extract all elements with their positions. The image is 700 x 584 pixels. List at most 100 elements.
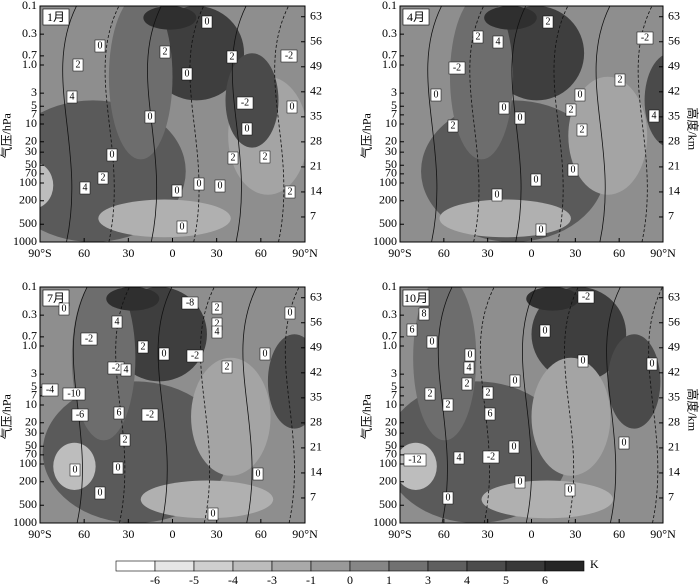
contour-label: 4 (215, 326, 220, 337)
contour-label: 2 (486, 387, 491, 398)
contour-label: 0 (513, 375, 518, 386)
contour-label: 2 (580, 124, 585, 135)
shading (40, 6, 305, 242)
contour-label-box (453, 451, 465, 465)
contour-label: 2 (263, 151, 268, 162)
contour-label: -2 (241, 97, 249, 108)
panel: 90°S 60 30 0 30 60 90°N0.10.30.71.035710203050… (0, 279, 322, 541)
contour-label-box (97, 171, 109, 185)
y-tick-label: 70 (385, 447, 397, 461)
contour-label: 2 (288, 186, 293, 197)
contour-label: 4 (652, 110, 657, 121)
shaded-region (98, 199, 231, 238)
y-tick-label: 10 (25, 116, 37, 130)
contour-label: 0 (518, 112, 523, 123)
y-tick-label: 1.0 (22, 338, 37, 352)
contour-label: 0 (571, 164, 576, 175)
shaded-region (484, 6, 537, 30)
contour-label-box (576, 123, 588, 137)
contour-label: 0 (98, 487, 103, 498)
contour-label-box (120, 363, 132, 377)
colorbar-swatch (193, 560, 234, 572)
contour-label-box (259, 150, 271, 164)
x-tick-label: 30 (211, 527, 223, 541)
contour-label-box (508, 440, 520, 454)
colorbar-swatch (427, 560, 468, 572)
colorbar-label: 3 (425, 573, 431, 584)
y2-tick-label: 14 (310, 465, 322, 479)
contour-label: 0 (256, 468, 261, 479)
contour-label: 0 (62, 303, 67, 314)
contour-label: 0 (162, 348, 167, 359)
contour-label: -2 (146, 409, 154, 420)
contour-label: 2 (546, 16, 551, 27)
shaded-region (143, 6, 197, 30)
y-tick-label: 20 (25, 415, 37, 429)
contour-label: 0 (434, 89, 439, 100)
contour-label-box (252, 467, 264, 481)
contour-label-box (214, 179, 226, 193)
contour-label-box (514, 111, 526, 125)
y-tick-label: 30 (385, 144, 397, 158)
y2-tick-label: 49 (668, 340, 680, 354)
y-tick-label: 0.1 (382, 0, 397, 12)
y-tick-label: 0.1 (22, 279, 37, 293)
contour-label: 0 (512, 441, 517, 452)
contour-label: 4 (467, 362, 472, 373)
contour-label: 2 (225, 361, 230, 372)
contour-label-box (111, 315, 123, 329)
contour-label: 0 (263, 348, 268, 359)
contour-label-box (284, 185, 296, 199)
x-tick-label: 30 (569, 246, 581, 260)
y-tick-label: 70 (385, 166, 397, 180)
y-tick-label: 1000 (373, 515, 397, 529)
contour-label: -4 (46, 384, 54, 395)
y2-tick-label: 21 (668, 159, 680, 173)
y-tick-label: 30 (25, 144, 37, 158)
contour-label-box (577, 354, 589, 368)
x-tick-label: 0 (529, 527, 535, 541)
contour-label-box (514, 475, 526, 489)
contour-label: -2 (285, 50, 293, 61)
y-tick-label: 7 (391, 107, 397, 121)
y2-tick-label: 56 (668, 315, 680, 329)
contour-label-box (71, 408, 89, 422)
contour-label: 2 (231, 152, 236, 163)
y2-tick-label: 63 (668, 289, 680, 303)
y2-tick-label: 35 (310, 109, 322, 123)
colorbar-label: 5 (503, 573, 509, 584)
contour-label: 2 (230, 51, 235, 62)
contour-label-box (430, 88, 442, 102)
contour-label: 0 (518, 476, 523, 487)
contour-label-box (181, 296, 199, 310)
contour-label: 2 (123, 434, 128, 445)
y2-tick-label: 35 (668, 390, 680, 404)
contour-line (606, 287, 621, 523)
contour-label: 0 (180, 221, 185, 232)
y-tick-label: 10 (385, 397, 397, 411)
y-axis-label: 气压/hPa (0, 393, 14, 439)
contour-label: 6 (488, 408, 493, 419)
y2-tick-label: 42 (310, 84, 322, 98)
contour-label: 2 (215, 302, 220, 313)
x-tick-label: 60 (613, 527, 625, 541)
x-tick-label: 30 (211, 246, 223, 260)
contour-label: 0 (110, 149, 115, 160)
contour-label: 0 (543, 325, 548, 336)
y-tick-label: 0.7 (22, 329, 37, 343)
y2-tick-label: 7 (310, 490, 316, 504)
shaded-region (108, 6, 173, 160)
x-tick-label: 90°N (292, 246, 318, 260)
y-tick-label: 5 (391, 98, 397, 112)
contour-label-box (539, 324, 551, 338)
contour-label-box (158, 347, 170, 361)
colorbar-swatch (388, 560, 429, 572)
y2-tick-label: 7 (668, 490, 674, 504)
panel-title: 1月 (47, 10, 65, 24)
y-tick-label: 100 (379, 175, 397, 189)
y-tick-label: 10 (385, 116, 397, 130)
contour-label-box (447, 119, 459, 133)
y-tick-label: 1000 (13, 515, 37, 529)
shaded-region (644, 55, 663, 146)
panel-title-box (42, 289, 70, 307)
